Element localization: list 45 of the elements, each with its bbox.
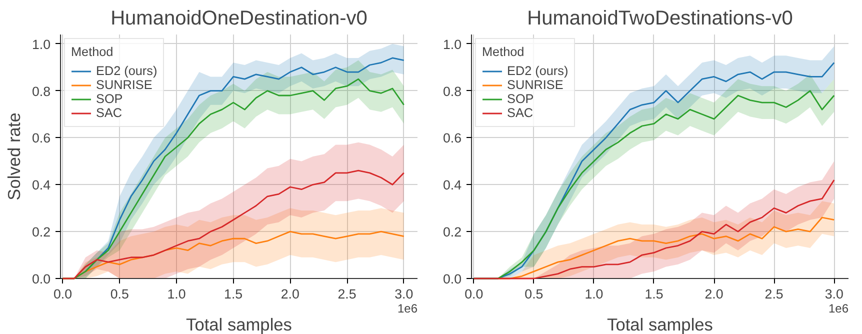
y-tick-label: 0.4: [442, 178, 462, 193]
y-tick-label: 0.4: [32, 178, 52, 193]
legend-label: SUNRISE: [96, 78, 152, 92]
y-tick-label: 0.2: [442, 224, 462, 240]
x-tick-label: 1.5: [644, 286, 664, 302]
legend-title: Method: [482, 45, 526, 59]
x-axis-title: Total samples: [186, 314, 292, 334]
line-series: [473, 179, 835, 280]
chart-title: HumanoidTwoDestinations-v0: [527, 8, 793, 30]
x-tick-label: 0.0: [464, 286, 484, 302]
legend-label: ED2 (ours): [96, 64, 158, 78]
x-tick-label: 0.0: [54, 286, 72, 302]
x-tick-label: 0.5: [524, 286, 544, 302]
x-axis-title: Total samples: [607, 314, 714, 334]
y-tick-label: 0.0: [32, 272, 51, 286]
x-tick-label: 2.5: [764, 286, 784, 302]
y-tick-label: 0.2: [32, 224, 51, 240]
y-axis-title: Solved rate: [4, 112, 24, 200]
legend-label: SAC: [96, 106, 122, 120]
y-tick-label: 0.6: [32, 130, 51, 146]
x-tick-label: 1.0: [584, 286, 604, 302]
legend-label: SOP: [507, 92, 534, 106]
x-tick-label: 2.0: [280, 286, 300, 302]
y-tick-label: 1.0: [442, 36, 462, 52]
y-tick-label: 1.0: [32, 36, 51, 52]
y-tick-label: 0.8: [442, 84, 462, 99]
x-tick-label: 3.0: [394, 286, 414, 302]
x-tick-label: 3.0: [824, 286, 844, 302]
y-tick-label: 0.0: [442, 272, 462, 286]
y-tick-label: 0.6: [442, 130, 462, 146]
chart-title: HumanoidOneDestination-v0: [110, 8, 368, 30]
text: 1e6: [828, 302, 849, 316]
legend-label: SUNRISE: [507, 78, 564, 92]
text: 1e6: [397, 302, 418, 316]
x-tick-label: 0.5: [110, 286, 129, 302]
line-series: [62, 170, 405, 280]
legend-title: Method: [71, 45, 114, 59]
y-tick-label: 0.8: [32, 84, 51, 99]
x-tick-label: 2.0: [704, 286, 724, 302]
legend-label: SOP: [96, 92, 123, 106]
x-tick-label: 1.5: [224, 286, 243, 302]
legend-label: ED2 (ours): [507, 64, 568, 78]
legend-label: SAC: [507, 106, 534, 120]
x-tick-label: 1.0: [167, 286, 186, 302]
x-tick-label: 2.5: [338, 286, 356, 302]
